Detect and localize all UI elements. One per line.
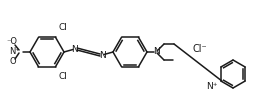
- Text: N⁺: N⁺: [206, 82, 218, 91]
- Text: Cl: Cl: [58, 72, 67, 81]
- Text: N: N: [100, 51, 106, 59]
- Text: N: N: [153, 48, 159, 56]
- Text: O: O: [10, 58, 16, 66]
- Text: Cl: Cl: [58, 23, 67, 32]
- Text: N⁺: N⁺: [9, 46, 20, 56]
- Text: N: N: [71, 45, 77, 53]
- Text: ⁻O: ⁻O: [6, 38, 17, 46]
- Text: Cl⁻: Cl⁻: [193, 44, 207, 54]
